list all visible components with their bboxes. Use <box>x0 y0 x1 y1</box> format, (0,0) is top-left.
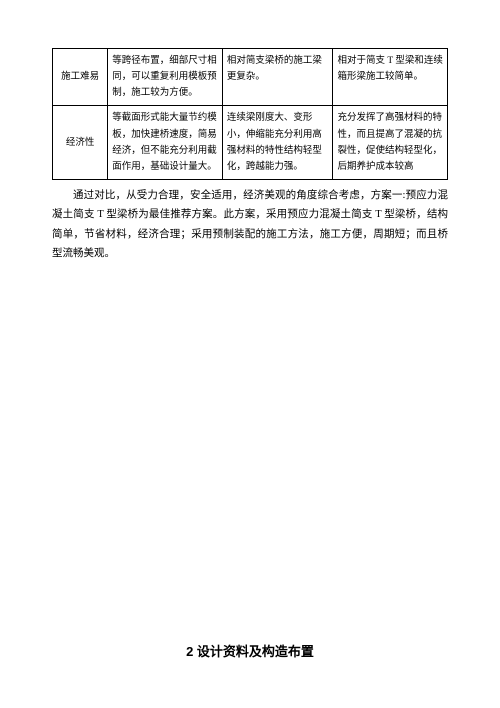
table-cell: 连续梁刚度大、变形小，伸缩能充分利用高强材料的特性结构轻型化，跨越能力强。 <box>222 106 333 180</box>
section-heading: 2 设计资料及构造布置 <box>0 641 500 660</box>
row-label: 施工难易 <box>53 49 108 106</box>
table-cell: 相对于简支 T 型梁和连续箱形梁施工较简单。 <box>333 49 448 106</box>
page-content: 施工难易 等跨径布置，细部尺寸相同，可以重复利用模板预制，施工较为方便。 相对简… <box>0 0 500 264</box>
table-row: 经济性 等截面形式能大量节约模板，加快建桥速度，简易经济，但不能充分利用截面作用… <box>53 106 448 180</box>
table-row: 施工难易 等跨径布置，细部尺寸相同，可以重复利用模板预制，施工较为方便。 相对简… <box>53 49 448 106</box>
table-cell: 相对简支梁桥的施工梁更复杂。 <box>222 49 333 106</box>
comparison-table: 施工难易 等跨径布置，细部尺寸相同，可以重复利用模板预制，施工较为方便。 相对简… <box>52 48 448 180</box>
table-cell: 等跨径布置，细部尺寸相同，可以重复利用模板预制，施工较为方便。 <box>108 49 223 106</box>
table-cell: 等截面形式能大量节约模板，加快建桥速度，简易经济，但不能充分利用截面作用，基础设… <box>108 106 223 180</box>
summary-paragraph: 通过对比，从受力合理，安全适用，经济美观的角度综合考虑，方案一:预应力混凝土简支… <box>52 186 448 264</box>
row-label: 经济性 <box>53 106 108 180</box>
table-cell: 充分发挥了高强材料的特性，而且提高了混凝的抗裂性，促使结构轻型化，后期养护成本较… <box>333 106 448 180</box>
